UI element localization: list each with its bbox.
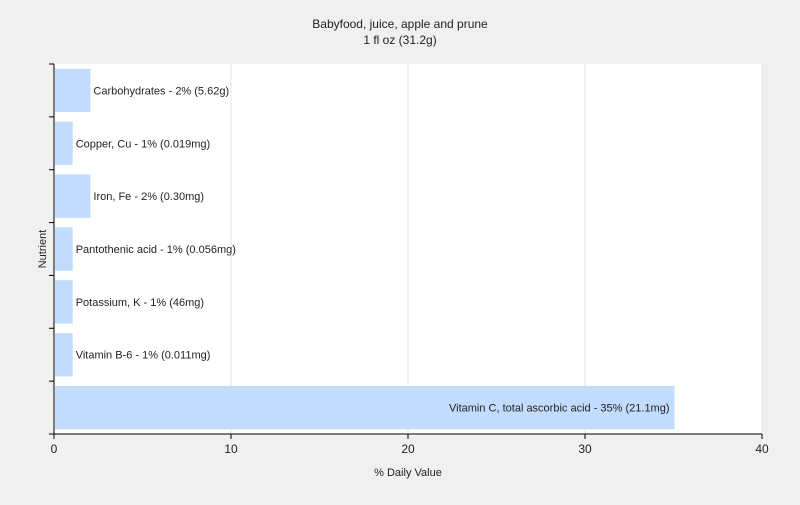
bar <box>55 227 73 271</box>
bar-label: Carbohydrates - 2% (5.62g) <box>93 85 229 97</box>
x-tick-label: 20 <box>401 442 415 456</box>
bar-label: Iron, Fe - 2% (0.30mg) <box>93 191 204 203</box>
bar-label: Copper, Cu - 1% (0.019mg) <box>76 138 211 150</box>
x-tick-label: 10 <box>224 442 238 456</box>
bar <box>55 174 91 218</box>
bar-label: Pantothenic acid - 1% (0.056mg) <box>76 244 236 256</box>
x-tick-label: 0 <box>51 442 58 456</box>
bar <box>55 385 675 430</box>
bar <box>55 280 73 324</box>
x-tick-label: 30 <box>578 442 592 456</box>
bars <box>55 68 675 430</box>
bar <box>55 333 73 377</box>
x-tick-label: 40 <box>755 442 769 456</box>
y-axis-label: Nutrient <box>37 230 49 269</box>
bar <box>55 121 73 165</box>
bar-label: Potassium, K - 1% (46mg) <box>76 297 204 309</box>
bar-label: Vitamin B-6 - 1% (0.011mg) <box>76 350 211 362</box>
axes: 0 10 20 30 40 <box>49 63 769 456</box>
bar-label: Vitamin C, total ascorbic acid - 35% (21… <box>449 403 670 415</box>
bar <box>55 68 91 113</box>
bar-labels: Carbohydrates - 2% (5.62g) Copper, Cu - 1… <box>76 85 670 414</box>
grid-lines <box>230 64 763 434</box>
x-axis-label: % Daily Value <box>374 467 442 479</box>
chart-title: Babyfood, juice, apple and prune <box>312 17 488 31</box>
chart-subtitle: 1 fl oz (31.2g) <box>363 33 436 47</box>
